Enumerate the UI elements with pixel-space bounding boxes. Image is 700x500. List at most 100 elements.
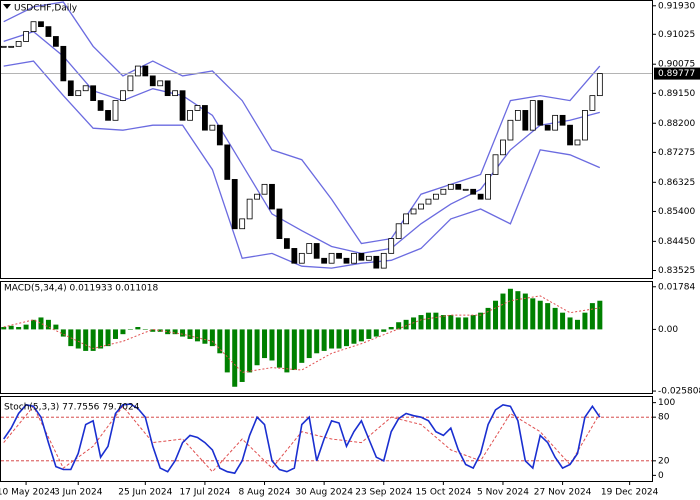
- candle: [328, 252, 335, 264]
- y-tick-label: 0.85400: [658, 207, 695, 217]
- candle: [164, 80, 171, 97]
- x-tick-label: 8 Aug 2024: [239, 488, 291, 498]
- candle: [75, 90, 82, 97]
- candle: [38, 21, 44, 28]
- y-tick-label: 0.83525: [658, 266, 695, 276]
- candle: [589, 95, 596, 111]
- x-tick-label: 25 Jun 2024: [118, 488, 172, 498]
- macd-bar: [358, 329, 364, 342]
- y-tick-label: 0.89150: [658, 89, 695, 99]
- candle: [492, 154, 499, 175]
- macd-bar: [142, 329, 148, 330]
- y-tick-label: 0.01784: [658, 282, 695, 292]
- candle: [418, 203, 424, 210]
- candle: [194, 105, 201, 111]
- macd-bar: [8, 325, 14, 330]
- candle: [172, 90, 179, 97]
- macd-bar: [314, 329, 320, 354]
- macd-bar: [396, 322, 402, 330]
- y-tick-label: 0.00: [658, 325, 678, 335]
- last-price-box: [654, 67, 700, 80]
- candle: [403, 213, 410, 225]
- x-tick-label: 19 Dec 2024: [601, 488, 659, 498]
- macd-bar: [112, 329, 118, 339]
- macd-bar: [247, 329, 253, 373]
- candle: [462, 188, 469, 191]
- candle: [522, 110, 529, 131]
- macd-bar: [373, 329, 379, 337]
- macd-bar: [388, 327, 394, 330]
- candle: [187, 110, 193, 121]
- candle: [388, 238, 395, 254]
- last-price-label: 0.89777: [658, 69, 695, 79]
- macd-bar: [500, 293, 506, 330]
- candle: [529, 100, 536, 131]
- macd-bar: [448, 315, 454, 330]
- x-tick-label: 15 Oct 2024: [416, 488, 472, 498]
- candle: [60, 45, 67, 82]
- candle: [202, 105, 208, 131]
- macd-bar: [16, 327, 22, 330]
- macd-bar: [209, 329, 215, 347]
- x-tick-label: 23 Sep 2024: [355, 488, 412, 498]
- candle: [425, 198, 432, 205]
- price-panel: [0, 0, 653, 279]
- candle: [246, 198, 253, 220]
- candle: [105, 110, 111, 121]
- macd-bar: [336, 329, 342, 349]
- stoch-line: [3, 403, 601, 475]
- macd-bar: [418, 315, 424, 330]
- macd-bar: [493, 300, 499, 330]
- candle: [313, 243, 320, 259]
- macd-bar: [262, 329, 268, 359]
- candle: [373, 255, 380, 269]
- x-tick-label: 27 Nov 2024: [534, 488, 592, 498]
- candle: [45, 26, 52, 37]
- x-tick-label: 5 Nov 2024: [477, 488, 529, 498]
- candle: [485, 174, 491, 200]
- candle: [395, 223, 402, 239]
- candle: [239, 218, 246, 230]
- candle: [544, 124, 551, 131]
- y-tick-label: 0: [658, 471, 664, 481]
- macd-bar: [284, 329, 290, 373]
- candle: [559, 114, 566, 126]
- candle: [306, 243, 313, 254]
- y-tick-label: 0.90075: [658, 60, 695, 70]
- macd-bar: [194, 329, 200, 342]
- macd-bar: [343, 329, 349, 347]
- candle: [455, 183, 462, 190]
- macd-title: MACD(5,34,4) 0.011933 0.011018: [4, 284, 159, 294]
- candle: [321, 257, 328, 264]
- candle: [157, 80, 164, 87]
- y-tick-label: 0.87275: [658, 148, 695, 158]
- signal-line: [3, 405, 601, 473]
- candle: [82, 85, 89, 92]
- candle: [224, 144, 231, 180]
- macd-bar: [411, 317, 417, 330]
- macd-bar: [38, 317, 44, 330]
- macd-bar: [329, 329, 335, 349]
- macd-bar: [440, 315, 446, 330]
- macd-bar: [597, 300, 603, 330]
- x-tick-label: 3 Jun 2024: [54, 488, 103, 498]
- macd-bar: [545, 303, 551, 330]
- candle: [276, 208, 283, 239]
- candle: [209, 124, 216, 131]
- candle: [336, 252, 342, 259]
- macd-bar: [463, 317, 469, 330]
- macd-bar: [321, 329, 327, 351]
- y-tick-label: 100: [658, 398, 675, 408]
- macd-bar: [157, 329, 163, 332]
- macd-bar: [127, 329, 133, 330]
- macd-bar: [522, 293, 528, 330]
- macd-bar: [299, 329, 305, 363]
- macd-bar: [433, 312, 439, 330]
- macd-bar: [135, 327, 141, 330]
- candle: [90, 85, 97, 101]
- macd-bar: [217, 329, 223, 354]
- x-tick-label: 30 Aug 2024: [295, 488, 353, 498]
- candle: [30, 21, 37, 32]
- candle: [582, 110, 588, 141]
